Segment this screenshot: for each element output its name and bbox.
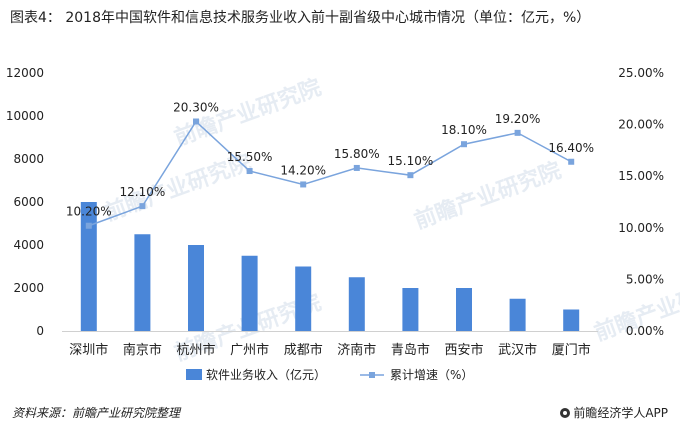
brand-mark: 前瞻经济学人APP xyxy=(560,404,668,421)
data-label: 20.30% xyxy=(173,101,219,115)
x-tick-label: 厦门市 xyxy=(552,342,591,358)
bar-series xyxy=(80,202,580,331)
left-tick-label: 8000 xyxy=(13,152,44,166)
data-label: 15.50% xyxy=(227,150,273,164)
legend-line-marker xyxy=(369,372,375,378)
x-tick-label: 西安市 xyxy=(444,342,483,358)
bar xyxy=(80,202,97,331)
left-tick-label: 6000 xyxy=(13,195,44,209)
line-series: 10.20% 12.10% 20.30% 15.50% 14.20% 15.80% 15.1… xyxy=(66,101,594,229)
right-tick-label: 5.00% xyxy=(626,272,664,286)
bar xyxy=(509,298,526,331)
left-axis: 0 2000 4000 6000 8000 10000 12000 xyxy=(6,66,598,338)
left-tick-label: 10000 xyxy=(6,109,44,123)
bar xyxy=(295,266,312,331)
line-point xyxy=(300,181,307,188)
left-tick-label: 4000 xyxy=(13,238,44,252)
bar xyxy=(241,255,258,331)
left-tick-label: 12000 xyxy=(6,66,44,80)
right-tick-label: 10.00% xyxy=(618,221,664,235)
x-tick-label: 广州市 xyxy=(230,342,269,358)
data-label: 16.40% xyxy=(548,141,594,155)
data-label: 19.20% xyxy=(495,112,541,126)
right-tick-label: 15.00% xyxy=(618,169,664,183)
line-point xyxy=(353,164,360,171)
bar xyxy=(134,234,151,331)
bar xyxy=(456,288,472,331)
line-point xyxy=(461,141,467,148)
line-point xyxy=(193,118,199,125)
data-label: 10.20% xyxy=(66,205,112,219)
right-tick-label: 25.00% xyxy=(618,66,664,80)
x-tick-label: 济南市 xyxy=(337,342,376,358)
data-label: 14.20% xyxy=(280,163,326,177)
source-note: 资料来源：前瞻产业研究院整理 xyxy=(12,406,181,420)
combo-chart: 0 2000 4000 6000 8000 10000 12000 0.00% 5.00% 10… xyxy=(6,66,664,382)
line-point xyxy=(85,222,92,229)
legend: 软件业务收入（亿元） 累计增速（%） xyxy=(186,367,473,382)
legend-line-label: 累计增速（%） xyxy=(390,368,473,382)
brand-logo-icon xyxy=(560,407,571,418)
x-tick-label: 成都市 xyxy=(284,342,323,358)
line-point xyxy=(568,158,575,165)
data-label: 15.80% xyxy=(334,147,380,161)
line-path xyxy=(88,120,572,227)
x-tick-label: 武汉市 xyxy=(498,342,537,358)
right-tick-label: 20.00% xyxy=(618,118,664,132)
left-tick-label: 2000 xyxy=(13,281,44,295)
bar xyxy=(563,309,580,331)
data-label: 18.10% xyxy=(441,123,487,137)
data-label: 15.10% xyxy=(388,154,434,168)
x-tick-label: 深圳市 xyxy=(69,342,108,358)
line-point xyxy=(407,172,414,179)
line-point xyxy=(139,203,146,210)
x-tick-label: 青岛市 xyxy=(391,342,430,358)
right-tick-label: 0.00% xyxy=(626,324,664,338)
x-axis-labels: 深圳市 南京市 杭州市 广州市 成都市 济南市 青岛市 西安市 武汉市 厦门市 xyxy=(69,342,590,358)
line-point xyxy=(246,168,253,175)
bar xyxy=(188,245,204,331)
chart-title: 图表4： 2018年中国软件和信息技术服务业收入前十副省级中心城市情况（单位：亿… xyxy=(10,10,591,26)
brand-text: 前瞻经济学人APP xyxy=(573,406,668,420)
bar xyxy=(402,288,419,331)
x-tick-label: 杭州市 xyxy=(176,342,215,358)
data-label: 12.10% xyxy=(120,185,166,199)
legend-bar-label: 软件业务收入（亿元） xyxy=(206,367,326,382)
legend-bar-swatch xyxy=(186,369,202,380)
bar xyxy=(348,277,365,331)
x-tick-label: 南京市 xyxy=(123,342,162,358)
line-point xyxy=(514,129,521,136)
right-axis: 0.00% 5.00% 10.00% 15.00% 20.00% 25.00% xyxy=(618,66,664,338)
left-tick-label: 0 xyxy=(36,324,44,338)
